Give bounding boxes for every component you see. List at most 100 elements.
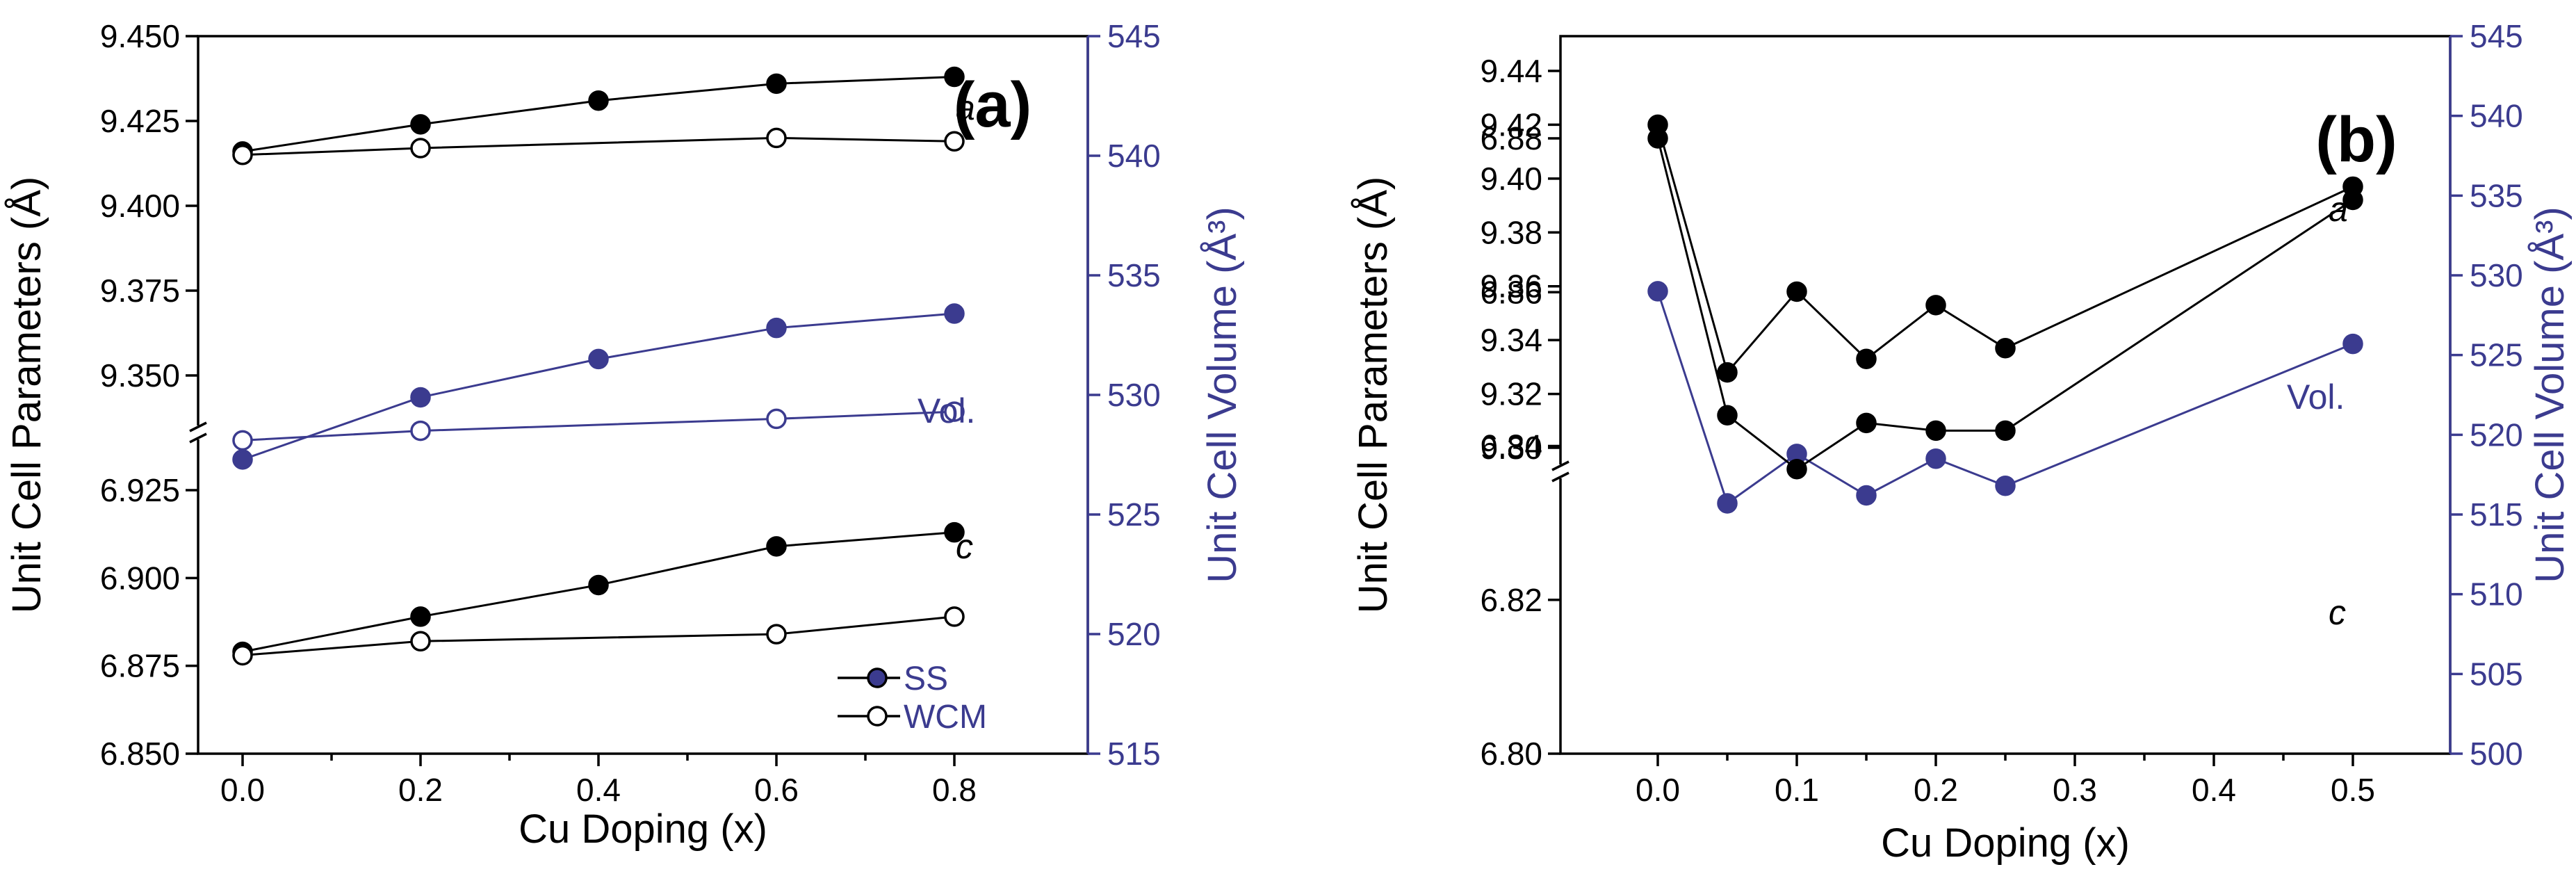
b-ytick-upper-label-7: 9.44	[1480, 53, 1542, 89]
a-point-c-wcm-0	[232, 645, 253, 666]
b-ytick-right-label-8: 540	[2470, 98, 2523, 134]
a-point-a-ss-3	[766, 73, 787, 95]
panel-b-points	[1647, 114, 2363, 514]
b-point-a-3	[1856, 348, 1877, 369]
b-point-vol--5	[1995, 475, 2016, 496]
b-point-a-4	[1925, 295, 1946, 316]
a-line-a-wcm	[242, 136, 955, 156]
a-point-vol-wcm-1	[410, 420, 431, 442]
b-ytick-lower-label-2: 6.84	[1480, 428, 1542, 464]
panel-b-ylabel-right: Unit Cell Volume (Å³)	[2527, 206, 2573, 583]
a-ytick-upper-label-1: 9.375	[100, 273, 180, 309]
a-point-a-ss-4	[944, 66, 965, 88]
a-point-vol-ss-4	[944, 303, 965, 324]
b-point-c-1	[1717, 405, 1738, 426]
a-xtick-label-2: 0.4	[576, 772, 621, 808]
b-ytick-right-label-5: 525	[2470, 337, 2523, 373]
b-point-a-1	[1717, 362, 1738, 383]
b-point-c-3	[1856, 412, 1877, 434]
b-point-vol--6	[2342, 333, 2363, 355]
a-point-c-ss-1	[410, 606, 431, 627]
panel-b-ticks: 0.0 0.1 0.2 0.3 0.4 0.5 9.30 9.32 9.34 9.36 9.38 9.…	[1480, 18, 2522, 808]
b-point-vol--1	[1717, 493, 1738, 514]
panel-a-label-c: c	[956, 527, 973, 566]
b-ytick-upper-label-3: 9.36	[1480, 268, 1542, 305]
legend-wcm-label: WCM	[904, 699, 987, 736]
a-point-vol-ss-0	[232, 449, 253, 470]
a-ytick-upper-label-3: 9.425	[100, 103, 180, 139]
panel-a-tag: (a)	[954, 70, 1032, 140]
a-ytick-lower-label-0: 6.850	[100, 736, 180, 772]
a-line-vol-wcm	[242, 410, 955, 442]
a-ytick-right-label-1: 520	[1107, 616, 1161, 652]
a-ytick-right-label-3: 530	[1107, 377, 1161, 413]
b-ytick-right-label-1: 505	[2470, 656, 2523, 692]
b-point-c-5	[1995, 420, 2016, 442]
panel-b-axis-break	[1551, 460, 1570, 483]
b-ytick-upper-label-2: 9.34	[1480, 322, 1542, 358]
b-xtick-label-1: 0.1	[1775, 772, 1819, 808]
b-xtick-label-0: 0.0	[1636, 772, 1680, 808]
b-ytick-upper-label-0: 9.30	[1480, 430, 1542, 466]
a-line-c-wcm	[242, 615, 955, 657]
legend-ss-marker	[867, 667, 888, 688]
a-point-c-wcm-3	[944, 606, 965, 627]
a-point-a-wcm-3	[944, 131, 965, 152]
b-ytick-lower-label-3: 6.86	[1480, 274, 1542, 310]
a-point-c-wcm-1	[410, 631, 431, 652]
a-ytick-lower-label-3: 6.925	[100, 472, 180, 508]
panel-b: 0.0 0.1 0.2 0.3 0.4 0.5 9.30 9.32 9.34 9.36 9.38 9.…	[1351, 18, 2573, 866]
b-point-vol--4	[1925, 448, 1946, 469]
b-ytick-upper-label-4: 9.38	[1480, 214, 1542, 250]
a-point-vol-wcm-3	[944, 401, 965, 422]
a-xtick-label-1: 0.2	[398, 772, 443, 808]
a-point-vol-ss-2	[588, 348, 609, 370]
a-point-c-ss-4	[944, 521, 965, 543]
b-ytick-right-label-6: 530	[2470, 257, 2523, 293]
a-point-a-ss-2	[588, 90, 609, 111]
a-ytick-right-label-2: 525	[1107, 496, 1161, 533]
b-xtick-label-5: 0.5	[2331, 772, 2375, 808]
a-point-a-wcm-2	[766, 127, 787, 149]
a-ytick-lower-label-2: 6.900	[100, 560, 180, 596]
a-point-a-wcm-1	[410, 138, 431, 159]
b-xtick-label-2: 0.2	[1914, 772, 1958, 808]
a-xtick-label-4: 0.8	[932, 772, 977, 808]
a-ytick-lower-label-1: 6.875	[100, 648, 180, 684]
b-point-vol--3	[1856, 485, 1877, 506]
panel-b-label-a: a	[2329, 190, 2348, 229]
panel-a-xlabel: Cu Doping (x)	[519, 807, 767, 852]
b-ytick-upper-label-6: 9.42	[1480, 106, 1542, 143]
b-point-c-0	[1647, 128, 1668, 149]
b-ytick-upper-label-1: 9.32	[1480, 376, 1542, 412]
panel-a-axis-break	[189, 421, 207, 444]
a-point-vol-wcm-0	[232, 430, 253, 451]
b-ytick-right-label-9: 545	[2470, 18, 2523, 54]
a-break-mark-top	[189, 421, 207, 432]
a-break-mark-bottom	[189, 432, 207, 444]
legend-ss-label: SS	[904, 661, 948, 697]
a-point-a-wcm-0	[232, 145, 253, 165]
panel-a-ticks: 0.0 0.2 0.4 0.6 0.8 9.350 9.375 9.400 9.425 9.450…	[100, 18, 1161, 808]
b-xtick-label-4: 0.4	[2192, 772, 2236, 808]
a-point-c-ss-3	[766, 536, 787, 557]
b-ytick-right-label-7: 535	[2470, 177, 2523, 213]
a-point-vol-ss-1	[410, 387, 431, 408]
a-ytick-upper-label-0: 9.350	[100, 357, 180, 394]
b-ytick-upper-label-5: 9.40	[1480, 161, 1542, 197]
b-point-c-2	[1786, 458, 1807, 480]
b-point-vol--0	[1647, 281, 1668, 302]
b-break-mark-bottom	[1551, 471, 1570, 483]
b-point-c-6	[2342, 189, 2363, 211]
a-ytick-right-label-5: 540	[1107, 138, 1161, 174]
b-point-a-5	[1995, 338, 2016, 359]
b-break-mark-top	[1551, 460, 1570, 471]
b-ytick-right-label-0: 500	[2470, 736, 2523, 772]
b-ytick-lower-label-4: 6.88	[1480, 120, 1542, 156]
a-ytick-right-label-0: 515	[1107, 736, 1161, 772]
a-point-vol-ss-3	[766, 317, 787, 339]
panel-a-label-a: a	[956, 88, 975, 127]
b-ytick-lower-label-1: 6.82	[1480, 582, 1542, 618]
